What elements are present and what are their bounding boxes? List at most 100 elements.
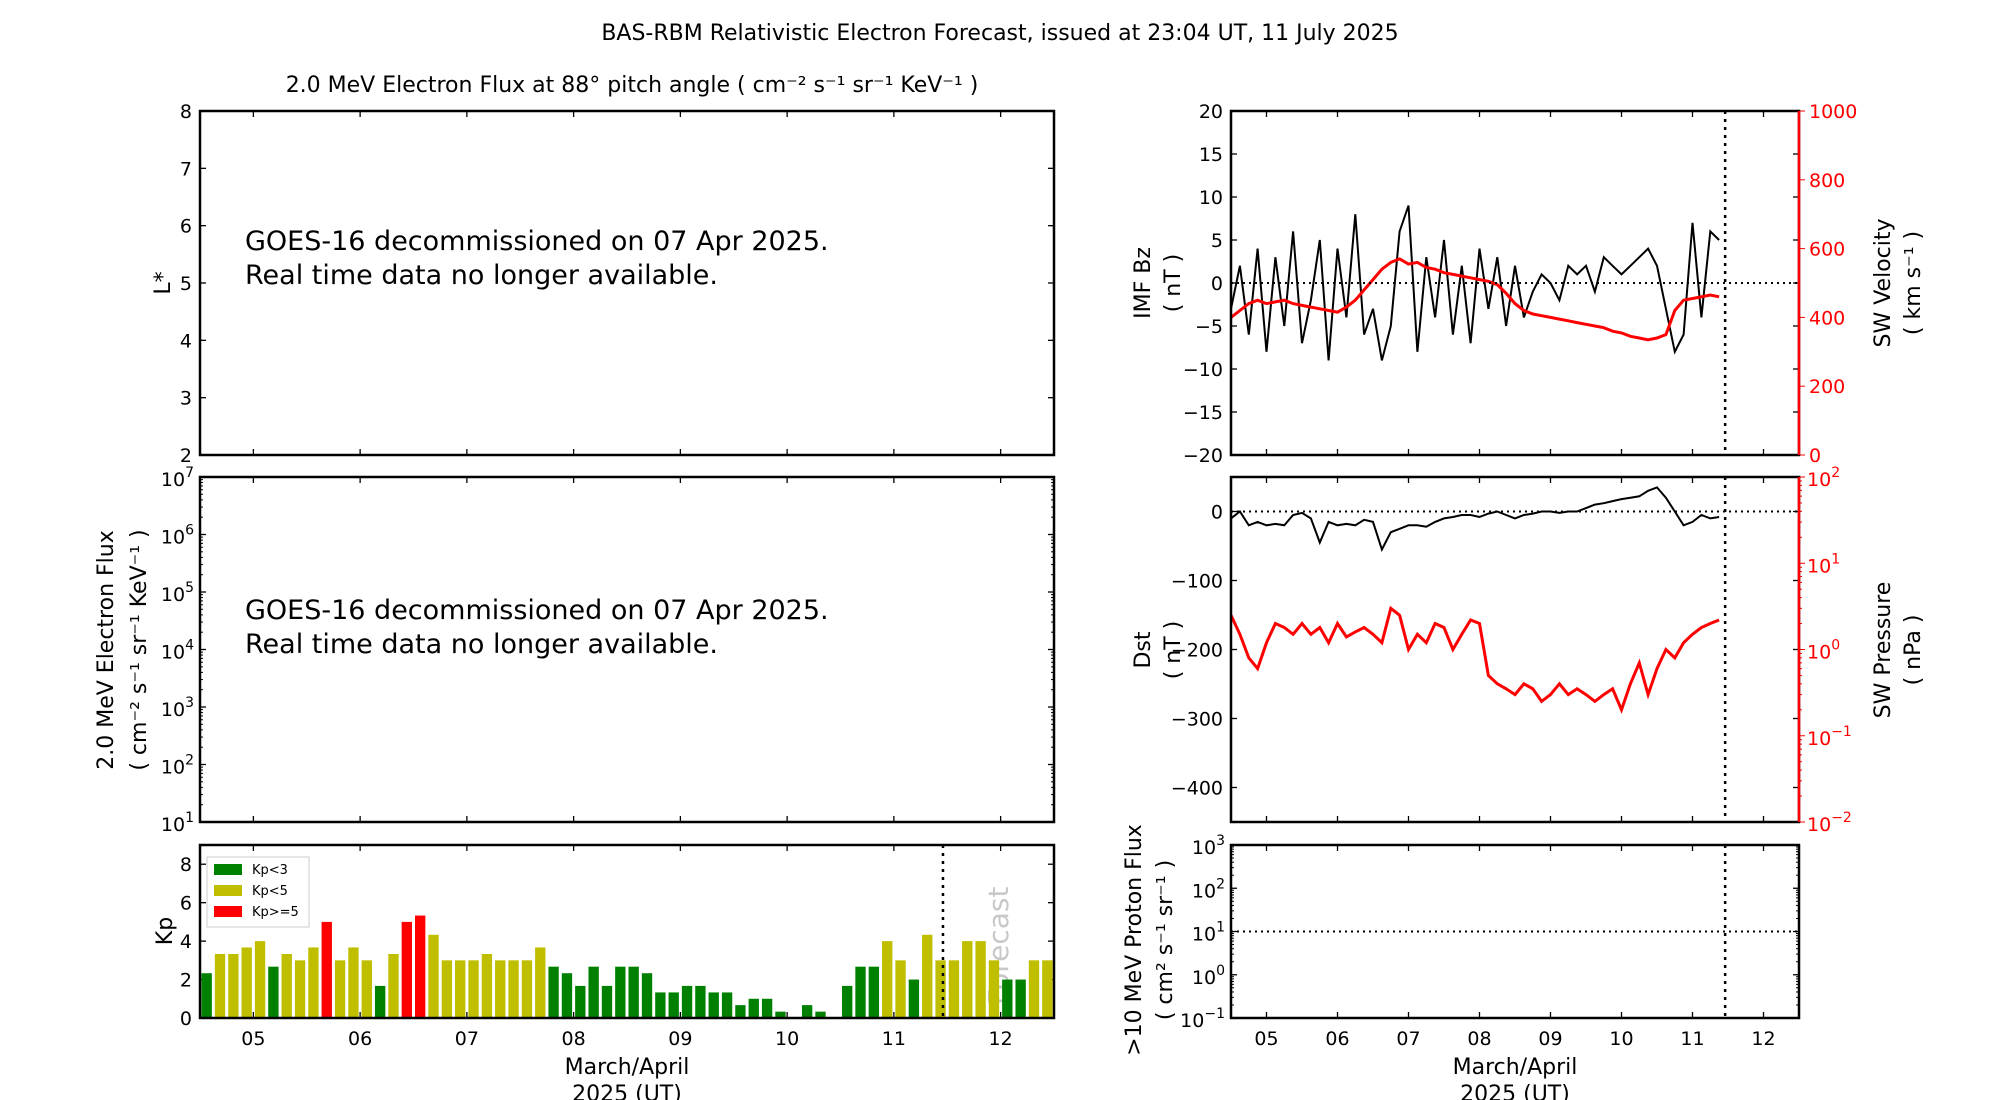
kp-bar [988, 960, 1000, 1018]
imf-y2tick-label: 800 [1809, 170, 1845, 192]
kp-bar [748, 998, 759, 1018]
lstar-ytick-label: 6 [180, 216, 192, 238]
imf-y2tick-label: 600 [1809, 239, 1845, 261]
eflux-ylabel-line1: 2.0 MeV Electron Flux [94, 530, 119, 770]
kp-bar [695, 985, 706, 1018]
proton-xlabel-line2: 2025 (UT) [1460, 1082, 1570, 1100]
proton-xtick-label: 08 [1467, 1028, 1491, 1050]
lstar-ytick-label: 4 [180, 330, 192, 352]
dst-ytick-label: −300 [1171, 709, 1223, 731]
imf-ylabel-line1: IMF Bz [1131, 247, 1156, 319]
dst-y2tick-label: 10−2 [1807, 810, 1852, 836]
kp-xlabel-line1: March/April [565, 1055, 690, 1080]
imf-ytick-label: 10 [1199, 187, 1223, 209]
lstar-ytick-label: 2 [180, 445, 192, 467]
eflux-plot-frame [198, 475, 1056, 824]
imf-y2tick-label: 200 [1809, 376, 1845, 398]
kp-bar [935, 960, 946, 1018]
kp-bar [575, 985, 586, 1018]
proton-xtick-label: 10 [1609, 1028, 1633, 1050]
kp-bar [481, 953, 493, 1018]
kp-bar [1042, 960, 1053, 1018]
eflux-ytick-label: 102 [161, 753, 194, 779]
eflux-ytick-label: 101 [161, 810, 194, 836]
lstar-plot-frame [198, 109, 1056, 457]
proton-xtick-label: 12 [1751, 1028, 1775, 1050]
kp-bar [601, 985, 613, 1018]
imf-ylabel-line2: ( nT ) [1161, 254, 1186, 313]
kp-bar [415, 915, 426, 1018]
kp-bar [855, 966, 866, 1018]
kp-bar [975, 941, 986, 1018]
dst-primary-line [1230, 486, 1720, 553]
kp-bar [361, 960, 372, 1018]
kp-bar [401, 921, 412, 1018]
kp-bar [334, 960, 346, 1018]
kp-bar [895, 960, 906, 1018]
kp-bar [668, 992, 679, 1018]
proton-ylabel-line1: >10 MeV Proton Flux [1122, 824, 1147, 1056]
kp-bar [308, 947, 319, 1018]
imf-y2tick-label: 400 [1809, 307, 1845, 329]
lstar-ytick-label: 8 [180, 101, 192, 123]
imf-ytick-label: 20 [1199, 101, 1223, 123]
kp-legend: Kp<3 Kp<5 Kp>=5 [206, 856, 310, 928]
dst-y2tick-label: 102 [1807, 465, 1840, 491]
dst-ylabel-line1: Dst [1131, 631, 1156, 668]
dst-ytick-label: 0 [1211, 502, 1223, 524]
kp-bar [1002, 979, 1013, 1018]
kp-bar [962, 941, 973, 1018]
dst-y2tick-label: 10−1 [1807, 724, 1852, 750]
kp-xtick-label: 09 [668, 1028, 692, 1050]
kp-bar [268, 966, 279, 1018]
kp-bar [641, 973, 653, 1018]
imf-ytick-label: −10 [1183, 359, 1223, 381]
kp-xtick-label: 06 [348, 1028, 372, 1050]
kp-bar [548, 966, 559, 1018]
legend-label-kp-low: Kp<3 [252, 863, 288, 878]
kp-bar [1015, 979, 1026, 1018]
imf-ytick-label: 0 [1211, 273, 1223, 295]
proton-ytick-label: 100 [1192, 963, 1225, 989]
imf-secondary-line [1230, 257, 1720, 342]
lstar-ytick-label: 7 [180, 158, 192, 180]
kp-bar [294, 960, 306, 1018]
eflux-ytick-label: 106 [161, 523, 194, 549]
kp-bar [948, 960, 960, 1018]
proton-xtick-label: 09 [1538, 1028, 1562, 1050]
legend-swatch-kp-low [214, 864, 242, 875]
kp-bar [815, 1011, 826, 1018]
proton-ytick-label: 102 [1192, 876, 1225, 902]
lstar-ytick-label: 3 [180, 388, 192, 410]
kp-bar [468, 960, 479, 1018]
proton-plot-frame [1229, 843, 1801, 1020]
imf-ytick-label: −15 [1183, 402, 1223, 424]
proton-xtick-label: 11 [1680, 1028, 1704, 1050]
kp-bar [561, 973, 573, 1018]
velocity-ylabel-line2: ( km s⁻¹ ) [1901, 231, 1926, 335]
eflux-ytick-label: 104 [161, 638, 194, 664]
lstar-ylabel: L* [151, 271, 176, 294]
kp-xlabel-line2: 2025 (UT) [572, 1082, 682, 1100]
proton-xtick-label: 05 [1254, 1028, 1278, 1050]
kp-bar [254, 941, 266, 1018]
imf-y2tick-label: 0 [1809, 445, 1821, 467]
kp-bar [321, 921, 332, 1018]
kp-bar [428, 934, 439, 1018]
kp-bar [801, 1005, 813, 1018]
lstar-panel-title: 2.0 MeV Electron Flux at 88° pitch angle… [286, 73, 979, 98]
pressure-ylabel-line1: SW Pressure [1871, 582, 1896, 719]
kp-bar [441, 960, 453, 1018]
kp-bar [708, 992, 719, 1018]
imf-ytick-label: 5 [1211, 230, 1223, 252]
kp-bar [868, 966, 880, 1018]
kp-bar [615, 966, 626, 1018]
kp-xtick-label: 07 [455, 1028, 479, 1050]
lstar-notice-line1: GOES-16 decommissioned on 07 Apr 2025. [245, 226, 829, 257]
dst-y2tick-label: 100 [1807, 638, 1840, 664]
kp-bar [455, 960, 466, 1018]
eflux-ytick-label: 105 [161, 580, 194, 606]
eflux-ytick-label: 107 [161, 465, 194, 491]
kp-bar [761, 998, 773, 1018]
